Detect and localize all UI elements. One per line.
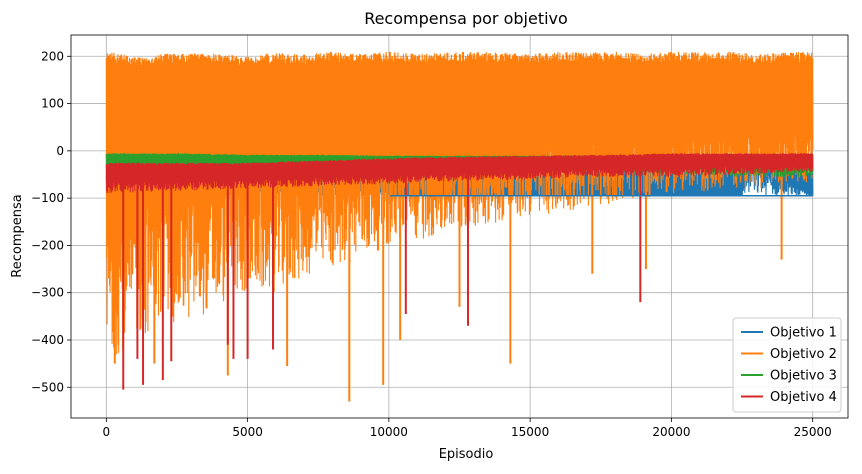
x-tick-label: 5000 [232, 425, 263, 439]
x-tick-label: 25000 [794, 425, 832, 439]
y-tick-label: −300 [31, 286, 64, 300]
y-tick-label: −400 [31, 333, 64, 347]
legend-label: Objetivo 3 [770, 369, 837, 384]
x-axis-label: Episodio [439, 447, 494, 462]
y-tick-label: 200 [41, 49, 64, 63]
axes: 0 5000 10000 15000 20000 25000 −500 −400 −300 −20… [31, 34, 849, 439]
series-4-line [105, 153, 814, 194]
y-tick-label: 100 [41, 97, 64, 111]
plot-frame [70, 34, 849, 419]
x-tick-label: 10000 [370, 425, 408, 439]
x-tick-label: 20000 [652, 425, 690, 439]
plot-area [105, 51, 814, 402]
y-axis-label: Recompensa [10, 194, 25, 277]
legend: Objetivo 1 Objetivo 2 Objetivo 3 Objetivo 4 [732, 317, 842, 413]
x-tick-label: 0 [102, 425, 110, 439]
y-tick-label: −100 [31, 191, 64, 205]
legend-label: Objetivo 4 [770, 390, 837, 405]
series-2 [105, 51, 814, 402]
y-tick-label: −500 [31, 380, 64, 394]
y-tick-label: −200 [31, 238, 64, 252]
legend-label: Objetivo 2 [770, 347, 837, 362]
series-4 [105, 153, 814, 390]
x-tick-label: 15000 [511, 425, 549, 439]
y-tick-label: 0 [56, 144, 64, 158]
legend-box [732, 317, 842, 413]
chart-title: Recompensa por objetivo [364, 9, 568, 28]
legend-label: Objetivo 1 [770, 326, 837, 341]
